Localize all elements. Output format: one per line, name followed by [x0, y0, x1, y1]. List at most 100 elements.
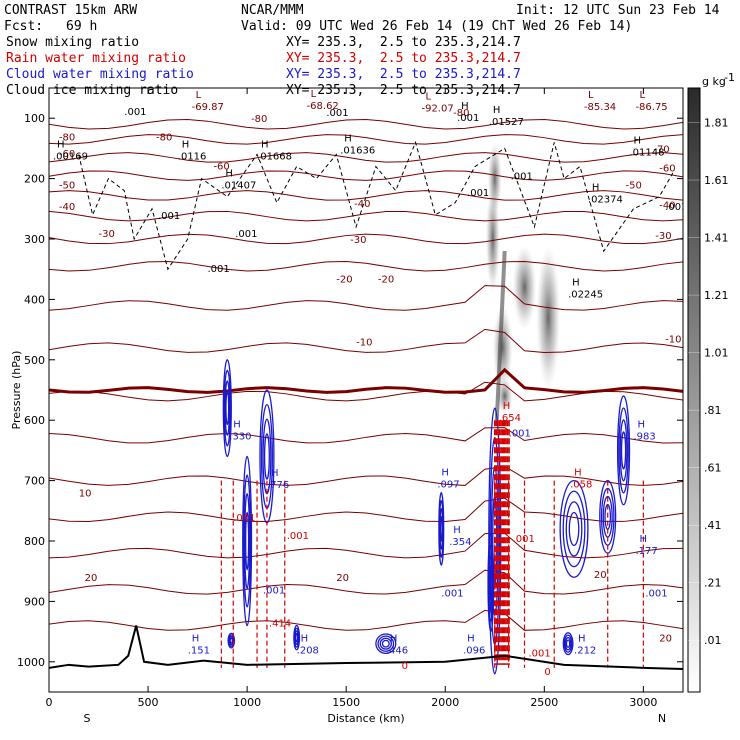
- contour-value-label: -86.75: [635, 102, 667, 113]
- snow-shading: [496, 377, 513, 415]
- x-tick-label: 3000: [629, 696, 657, 709]
- isotherm-label: -50: [626, 181, 642, 192]
- forecast-hour: 69 h: [66, 19, 98, 34]
- legend-name: Cloud water mixing ratio: [6, 67, 194, 82]
- contour-value-label: .654: [499, 413, 521, 424]
- y-tick-label: 700: [24, 475, 45, 488]
- cloud-water-contour: [564, 636, 572, 651]
- extremum-marker: H: [578, 634, 586, 645]
- isotherm-label: -50: [59, 181, 75, 192]
- cloud-water-contour: [244, 492, 251, 590]
- extremum-marker: H: [192, 634, 200, 645]
- extremum-marker: H: [233, 419, 241, 430]
- contour-value-label: .01148: [630, 147, 665, 158]
- isotherm-label: -30: [350, 235, 366, 246]
- colorbar-tick-label: 1.61: [704, 174, 729, 187]
- extremum-marker: L: [311, 89, 317, 100]
- snow-shading: [487, 142, 502, 215]
- snow-shading: [512, 245, 537, 330]
- extremum-marker: H: [344, 134, 352, 145]
- freezing-level: [49, 367, 683, 394]
- extremum-marker: L: [425, 91, 431, 102]
- extremum-marker: H: [261, 140, 269, 151]
- y-tick-label: 1000: [17, 656, 45, 669]
- cloud-water-contour: [223, 369, 232, 447]
- contour-value-label: .01527: [489, 117, 524, 128]
- x-end-label-left: S: [84, 712, 91, 725]
- extremum-marker: H: [592, 183, 600, 194]
- cloud-water-contour: [375, 633, 397, 654]
- extremum-marker: H: [634, 135, 642, 146]
- cloud-water-contour: [229, 637, 234, 644]
- contour-value-label: .001: [467, 188, 489, 199]
- cloud-water-contour: [262, 418, 272, 495]
- isotherm-label: 20: [594, 570, 607, 581]
- contour-value-label: .001: [208, 264, 230, 275]
- cloud-water-contour: [244, 511, 250, 571]
- extremum-marker: H: [271, 468, 279, 479]
- isotherm-label: 20: [336, 573, 349, 584]
- contour-value-label: 0: [544, 667, 550, 678]
- extremum-marker: H: [390, 634, 398, 645]
- contour-value-label: .001: [511, 172, 533, 183]
- legend-section: XY= 235.3, 2.5 to 235.3,214.7: [286, 51, 521, 66]
- isotherm: [49, 328, 683, 353]
- y-tick-label: 600: [24, 414, 45, 427]
- contour-value-label: .001: [645, 588, 667, 599]
- contour-value-label: .001: [509, 428, 531, 439]
- y-tick-label: 800: [24, 535, 45, 548]
- contour-value-label: .001: [665, 202, 687, 213]
- extremum-marker: H: [639, 534, 647, 545]
- cloud-water-contour: [377, 635, 395, 652]
- isotherm-label: -60: [213, 161, 229, 172]
- contour-value-label: .097: [437, 480, 459, 491]
- isotherm: [49, 210, 683, 222]
- x-axis-label: Distance (km): [327, 712, 404, 725]
- contour-value-label: .151: [188, 646, 210, 657]
- isotherm: [49, 152, 683, 163]
- contour-value-label: .01668: [257, 152, 292, 163]
- legend-name: Cloud ice mixing ratio: [6, 83, 179, 98]
- contour-value-label: .001: [233, 513, 255, 524]
- contour-value-label: -85.34: [584, 102, 616, 113]
- plot-area: -80 -80 -80 -80 -70 -60 -60 -60 -50 -50 -40 -40 -40 -…: [49, 89, 687, 678]
- isotherm-label: -10: [665, 335, 681, 346]
- x-tick-label: 500: [138, 696, 159, 709]
- extremum-marker: H: [461, 101, 469, 112]
- isotherm-label: -70: [653, 144, 669, 155]
- x-tick-label: 1000: [233, 696, 261, 709]
- cloud-water-contour: [568, 511, 580, 546]
- isotherm: [49, 134, 683, 145]
- cloud-water-contour: [620, 431, 627, 470]
- isotherm: [49, 427, 683, 444]
- isotherm-label: 10: [79, 489, 92, 500]
- isotherm-label: -60: [59, 149, 75, 160]
- isotherm-label: -40: [659, 201, 675, 212]
- extremum-marker: H: [493, 105, 501, 116]
- contour-value-label: .001: [235, 229, 257, 240]
- isotherm-label: -20: [378, 274, 394, 285]
- cloud-water-contour: [263, 433, 270, 480]
- cloud-water-contour: [242, 455, 253, 627]
- y-tick-label: 500: [24, 354, 45, 367]
- isotherm-label: -60: [659, 164, 675, 175]
- isotherm-label: -80: [156, 132, 172, 143]
- contour-value-label: .446: [386, 646, 408, 657]
- cloud-water-contour: [381, 639, 390, 648]
- legend-section: XY= 235.3, 2.5 to 235.3,214.7: [286, 35, 521, 50]
- cloud-water-contour: [616, 395, 631, 506]
- contour-value-label: .001: [158, 211, 180, 222]
- extremum-marker: H: [182, 140, 190, 151]
- contour-value-label: .001: [528, 649, 550, 660]
- plot-frame: [48, 87, 684, 693]
- isotherm: [49, 233, 683, 245]
- cloud-water-contour: [222, 359, 232, 458]
- isotherm: [49, 260, 683, 272]
- contour-value-label: .00169: [53, 152, 88, 163]
- cloud-water-contour: [559, 479, 589, 578]
- colorbar-tick-label: 1.81: [704, 117, 729, 130]
- model-title: CONTRAST 15km ARW: [4, 3, 138, 18]
- contour-value-label: .001: [287, 531, 309, 542]
- extremum-marker: L: [196, 90, 202, 101]
